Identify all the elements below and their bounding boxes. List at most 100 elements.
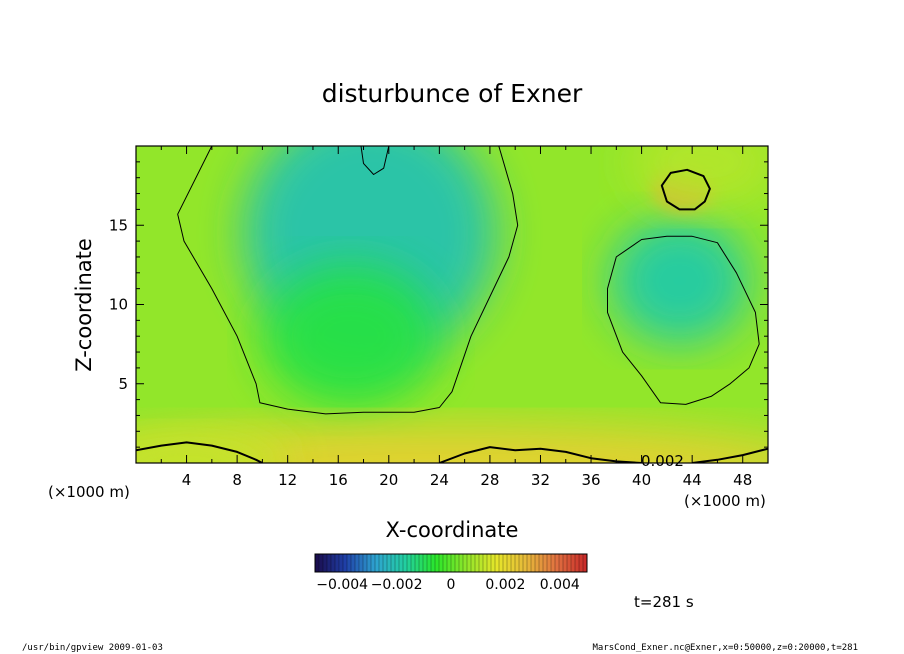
field-anomaly-1 xyxy=(262,264,440,408)
colorbar-segment xyxy=(411,554,416,572)
colorbar-segment xyxy=(435,554,440,572)
colorbar-segment xyxy=(551,554,556,572)
x-tick-label: 40 xyxy=(632,471,651,489)
colorbar-tick-label: 0.002 xyxy=(485,577,525,593)
colorbar-segment xyxy=(575,554,580,572)
colorbar-segment xyxy=(443,554,448,572)
colorbar-segment xyxy=(347,554,352,572)
y-axis-ticks: 5 10 15 xyxy=(109,161,768,448)
colorbar-segment xyxy=(319,554,324,572)
colorbar-segment xyxy=(483,554,488,572)
colorbar-segment xyxy=(423,554,428,572)
colorbar-segment xyxy=(327,554,332,572)
colorbar-segment xyxy=(395,554,400,572)
contour-label: 0.002 xyxy=(641,452,684,470)
colorbar-segment xyxy=(539,554,544,572)
colorbar-tick-label: 0 xyxy=(447,577,456,593)
time-label: t=281 s xyxy=(634,593,694,611)
colorbar-segment xyxy=(399,554,404,572)
colorbar-tick-label: −0.004 xyxy=(316,577,368,593)
x-tick-label: 16 xyxy=(329,471,348,489)
colorbar-segment xyxy=(415,554,420,572)
y-tick-label: 5 xyxy=(118,375,128,393)
x-tick-label: 8 xyxy=(232,471,242,489)
field-anomaly-5 xyxy=(136,431,288,463)
colorbar-segment xyxy=(391,554,396,572)
x-axis-unit-right: (×1000 m) xyxy=(684,492,766,510)
colorbar-segment xyxy=(447,554,452,572)
x-tick-label: 24 xyxy=(430,471,449,489)
colorbar-segment xyxy=(555,554,560,572)
colorbar-segment xyxy=(499,554,504,572)
x-tick-label: 32 xyxy=(531,471,550,489)
contour-3 xyxy=(660,168,711,211)
colorbar-segment xyxy=(431,554,436,572)
colorbar-ticks: −0.004 −0.002 0 0.002 0.004 xyxy=(316,577,580,593)
colorbar-segment xyxy=(507,554,512,572)
contour-2 xyxy=(360,146,390,175)
colorbar-segment xyxy=(535,554,540,572)
colorbar-segment xyxy=(379,554,384,572)
y-tick-label: 15 xyxy=(109,216,128,234)
x-tick-label: 28 xyxy=(480,471,499,489)
colorbar xyxy=(315,554,588,572)
colorbar-segment xyxy=(515,554,520,572)
field-blobs xyxy=(136,146,768,463)
colorbar-segment xyxy=(355,554,360,572)
colorbar-segment xyxy=(495,554,500,572)
contour-6 xyxy=(692,447,768,463)
colorbar-segment xyxy=(583,554,588,572)
colorbar-segment xyxy=(339,554,344,572)
contour-0 xyxy=(177,146,519,415)
colorbar-segment xyxy=(359,554,364,572)
x-axis-ticks: 4 8 12 16 20 24 28 32 36 40 44 48 xyxy=(160,146,769,489)
colorbar-segment xyxy=(439,554,444,572)
colorbar-tick-label: 0.004 xyxy=(540,577,580,593)
colorbar-segment xyxy=(571,554,576,572)
chart-title: disturbunce of Exner xyxy=(322,79,583,108)
colorbar-segment xyxy=(559,554,564,572)
colorbar-segment xyxy=(343,554,348,572)
x-tick-label: 36 xyxy=(581,471,600,489)
colorbar-segment xyxy=(383,554,388,572)
colorbar-segment xyxy=(363,554,368,572)
contour-5 xyxy=(439,446,642,463)
x-tick-label: 4 xyxy=(182,471,192,489)
colorbar-segment xyxy=(351,554,356,572)
x-axis-unit-left: (×1000 m) xyxy=(48,483,130,501)
colorbar-segment xyxy=(527,554,532,572)
colorbar-segment xyxy=(563,554,568,572)
colorbar-segment xyxy=(547,554,552,572)
footer-command: /usr/bin/gpview 2009-01-03 xyxy=(22,643,163,653)
colorbar-segment xyxy=(479,554,484,572)
colorbar-segment xyxy=(491,554,496,572)
colorbar-frame xyxy=(314,553,588,573)
contour-4 xyxy=(136,441,263,463)
colorbar-tick-label: −0.002 xyxy=(371,577,423,593)
colorbar-segment xyxy=(543,554,548,572)
y-axis-label: Z-coordinate xyxy=(72,238,96,372)
colorbar-segment xyxy=(579,554,584,572)
field-anomaly-4 xyxy=(136,423,768,463)
colorbar-segment xyxy=(367,554,372,572)
colorbar-segment xyxy=(459,554,464,572)
colorbar-segment xyxy=(463,554,468,572)
colorbar-segment xyxy=(387,554,392,572)
colorbar-segment xyxy=(427,554,432,572)
colorbar-segment xyxy=(419,554,424,572)
colorbar-segment xyxy=(455,554,460,572)
colorbar-segment xyxy=(519,554,524,572)
colorbar-segment xyxy=(503,554,508,572)
x-tick-label: 44 xyxy=(683,471,702,489)
y-tick-label: 10 xyxy=(109,296,128,314)
x-tick-label: 48 xyxy=(733,471,752,489)
colorbar-segment xyxy=(523,554,528,572)
contour-lines xyxy=(136,146,768,463)
field-anomaly-2 xyxy=(610,217,750,345)
footer-source: MarsCond_Exner.nc@Exner,x=0:50000,z=0:20… xyxy=(592,643,858,653)
colorbar-segment xyxy=(335,554,340,572)
colorbar-segment xyxy=(531,554,536,572)
x-tick-label: 20 xyxy=(379,471,398,489)
colorbar-segment xyxy=(403,554,408,572)
